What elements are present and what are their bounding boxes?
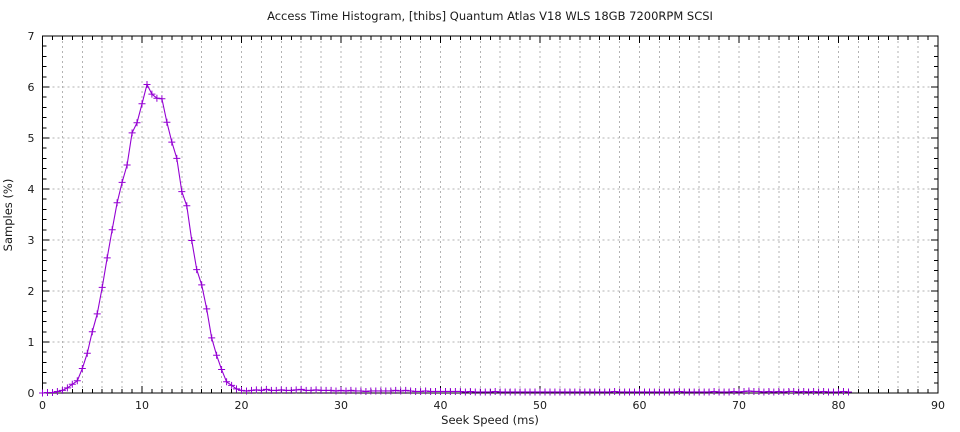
chart-title: Access Time Histogram, [thibs] Quantum A… (267, 9, 713, 23)
data-series-markers (39, 81, 852, 397)
y-tick-label: 1 (28, 336, 35, 349)
grid-layer (42, 36, 938, 393)
y-tick-label: 0 (28, 387, 35, 400)
y-axis-label: Samples (%) (1, 179, 15, 252)
x-tick-label: 30 (334, 399, 348, 412)
y-tick-label: 7 (28, 30, 35, 43)
tick-labels-layer: 0 10 20 30 40 50 60 70 80 90 0 1 2 3 4 5 6 7 (28, 30, 946, 412)
x-tick-label: 60 (633, 399, 647, 412)
chart-render-root: 0 10 20 30 40 50 60 70 80 90 0 1 2 3 4 5 6 7 (28, 30, 946, 412)
x-tick-label: 20 (235, 399, 249, 412)
x-tick-label: 0 (39, 399, 46, 412)
x-tick-label: 50 (533, 399, 547, 412)
x-tick-label: 90 (931, 399, 945, 412)
y-tick-label: 5 (28, 132, 35, 145)
y-tick-label: 2 (28, 285, 35, 298)
x-tick-label: 40 (434, 399, 448, 412)
y-tick-label: 6 (28, 81, 35, 94)
x-tick-label: 70 (732, 399, 746, 412)
plot-border (42, 35, 939, 394)
x-axis-label: Seek Speed (ms) (441, 413, 539, 427)
x-tick-label: 10 (135, 399, 149, 412)
x-tick-label: 80 (832, 399, 846, 412)
y-tick-label: 3 (28, 234, 35, 247)
data-series-line (42, 83, 849, 394)
axis-ticks-layer (42, 35, 939, 394)
y-tick-label: 4 (28, 183, 35, 196)
